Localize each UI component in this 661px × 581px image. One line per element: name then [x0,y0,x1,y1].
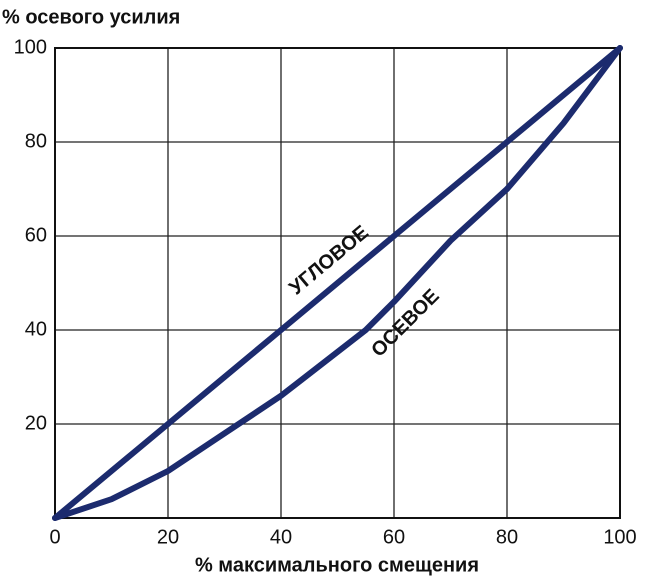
series-line [52,45,623,521]
series-label: ОСЕВОЕ [367,285,444,361]
y-tick-label: 40 [25,318,47,340]
x-tick-label: 20 [157,526,179,548]
y-tick-label: 20 [25,412,47,434]
y-tick-label: 100 [14,36,47,58]
x-tick-label: 40 [270,526,292,548]
y-axis-label: % осевого усилия [2,6,180,28]
x-tick-label: 100 [603,526,636,548]
x-tick-label: 60 [383,526,405,548]
x-tick-label: 0 [49,526,60,548]
y-tick-label: 80 [25,130,47,152]
plot-frame [54,47,621,519]
y-tick-label: 60 [25,224,47,246]
x-axis-label: % максимального смещения [195,554,479,576]
x-tick-label: 80 [496,526,518,548]
series-line [52,45,623,521]
